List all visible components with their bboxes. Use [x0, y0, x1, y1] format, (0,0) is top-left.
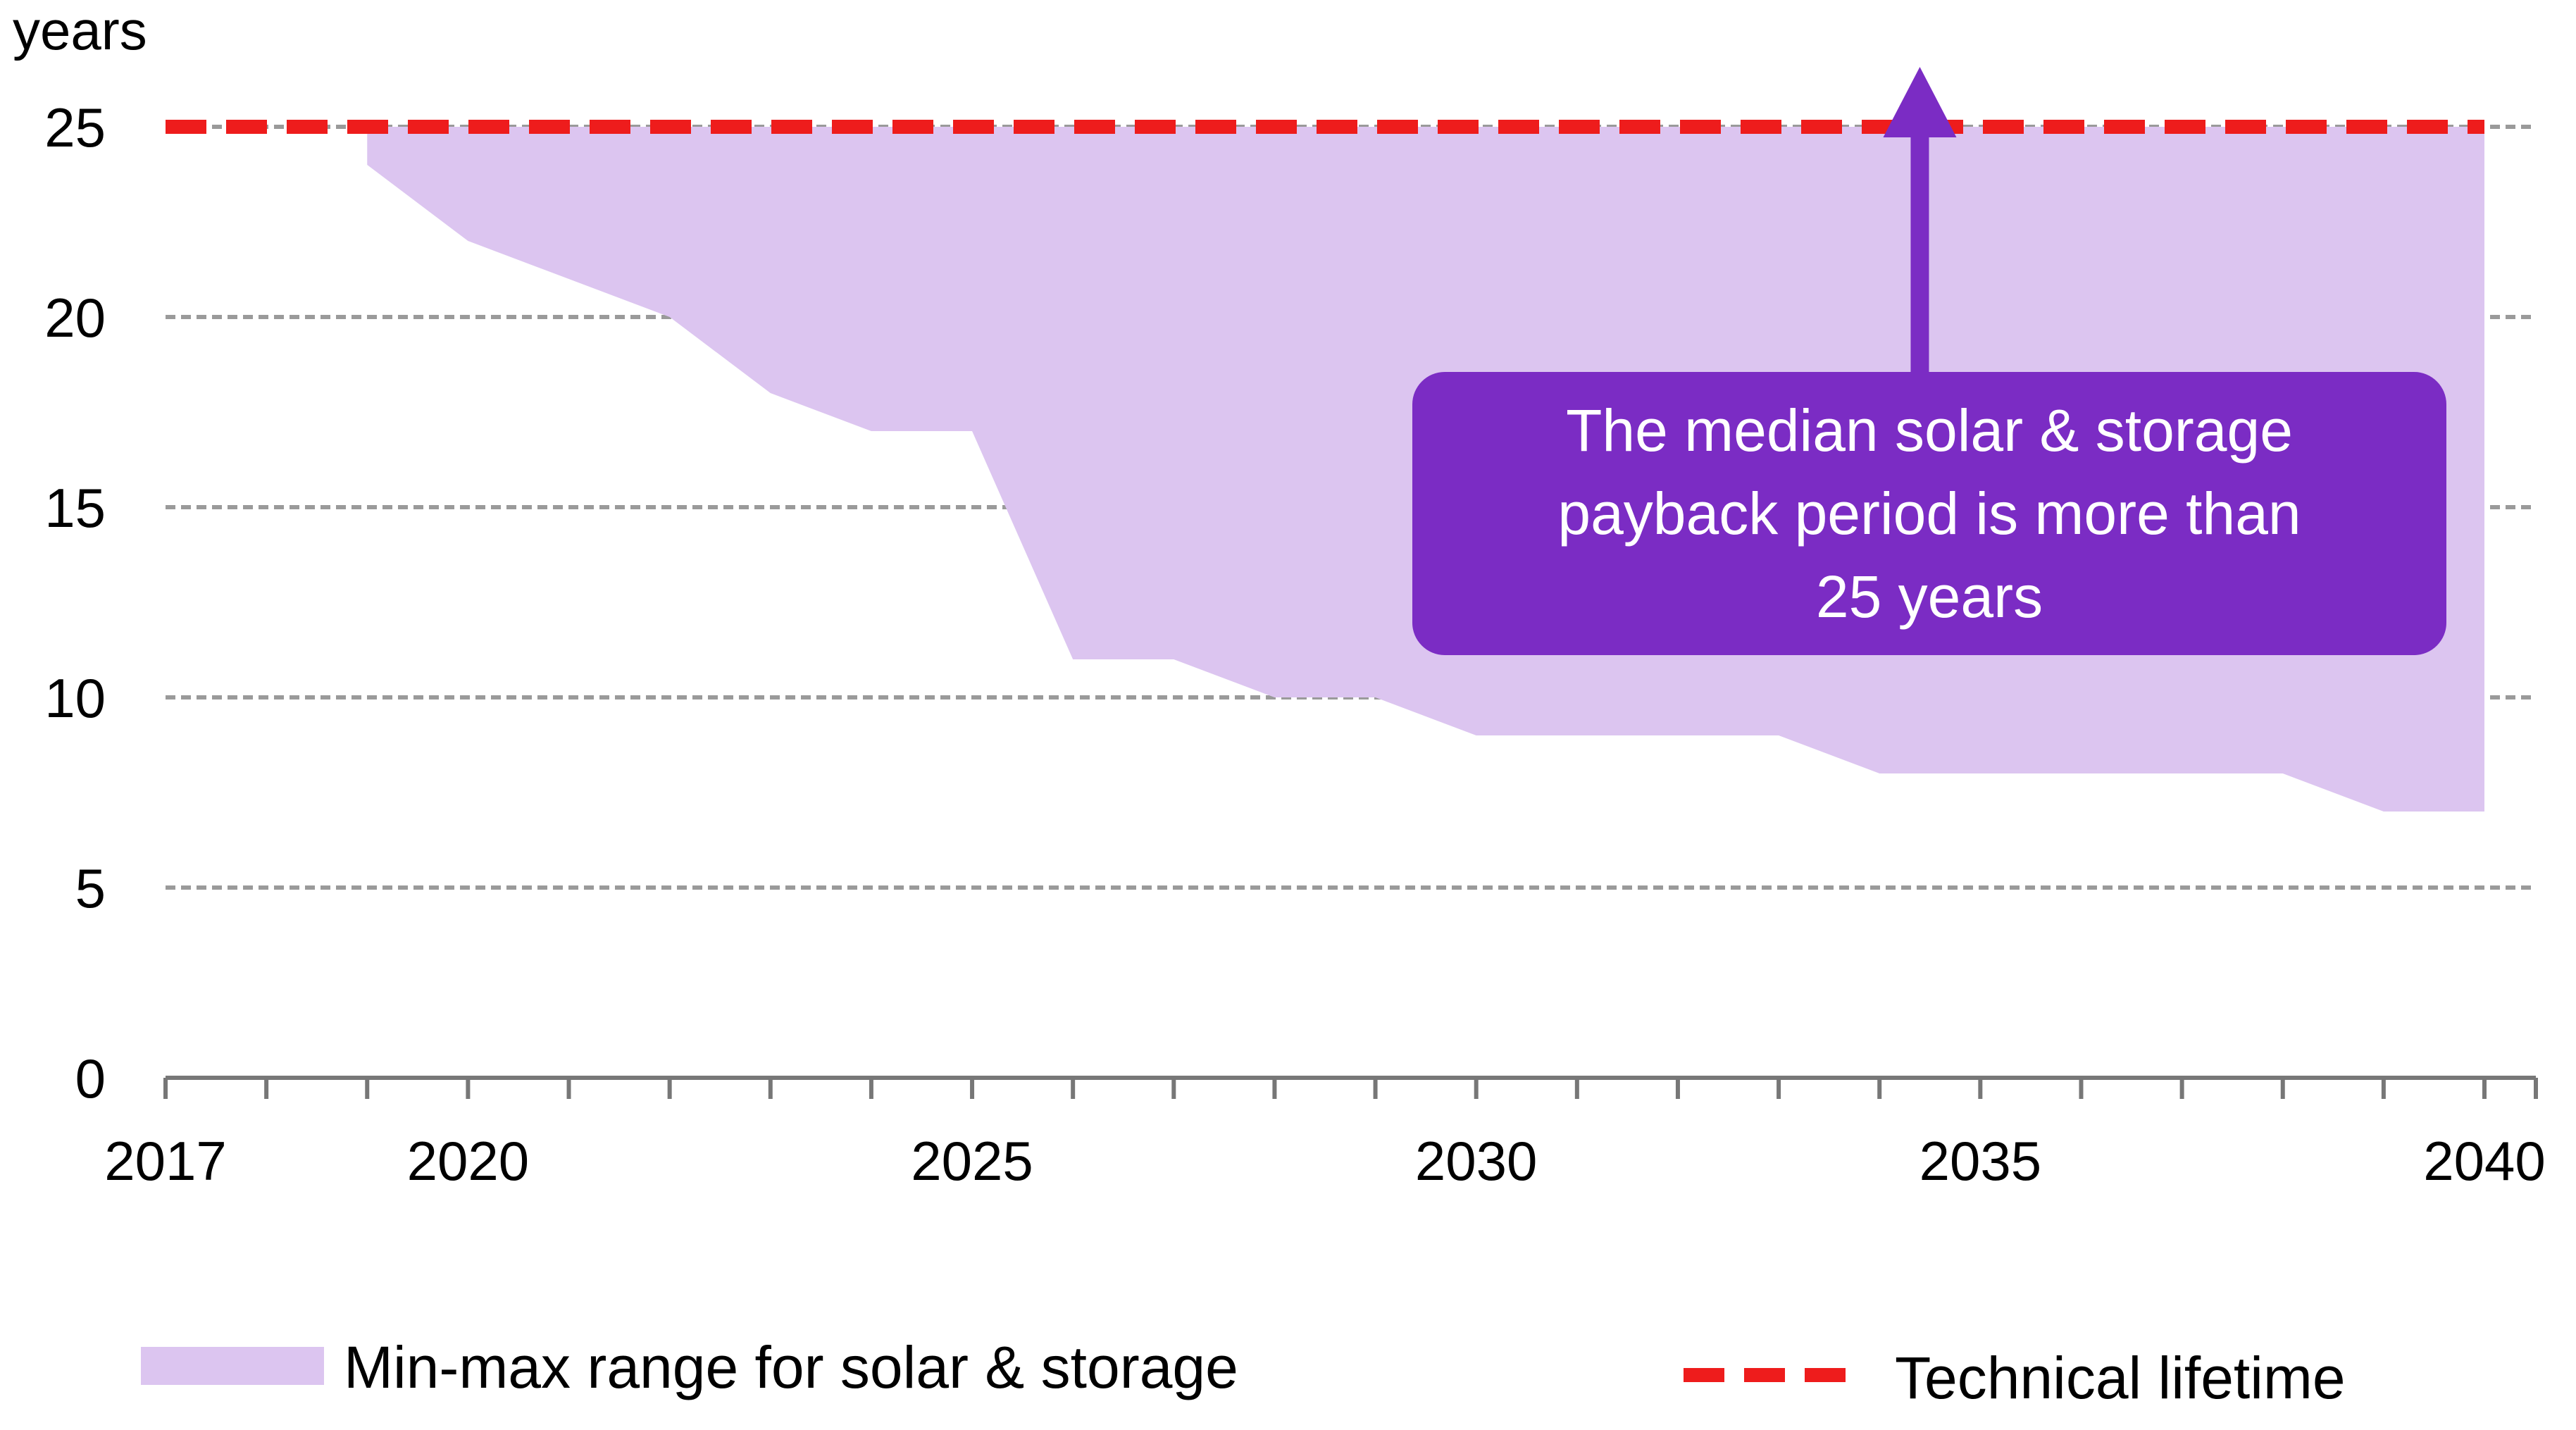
- annotation-callout: The median solar & storage payback period…: [1412, 67, 2446, 655]
- annotation-box: [1412, 372, 2446, 655]
- x-tick-label: 2025: [911, 1130, 1033, 1192]
- legend-label-lifetime: Technical lifetime: [1895, 1345, 2346, 1411]
- annotation-text-line: 25 years: [1816, 564, 2043, 630]
- y-tick-label: 20: [44, 287, 106, 349]
- y-tick-label: 15: [44, 477, 106, 539]
- y-tick-label: 0: [75, 1047, 106, 1109]
- legend-label-range: Min-max range for solar & storage: [344, 1334, 1238, 1400]
- y-axis-label: years: [13, 0, 147, 61]
- y-tick-label: 25: [44, 97, 106, 158]
- x-tick-label: 2017: [104, 1130, 227, 1192]
- annotation-text-line: The median solar & storage: [1566, 397, 2293, 464]
- y-tick-label: 10: [44, 667, 106, 729]
- x-tick-label: 2035: [1919, 1130, 2042, 1192]
- y-tick-label: 5: [75, 857, 106, 919]
- x-tick-label: 2040: [2423, 1130, 2546, 1192]
- legend-swatch-range: [141, 1347, 324, 1385]
- x-tick-label: 2030: [1415, 1130, 1538, 1192]
- annotation-arrow-head: [1883, 67, 1957, 137]
- legend: Min-max range for solar & storage Technic…: [141, 1334, 2346, 1411]
- annotation-text-line: payback period is more than: [1557, 480, 2301, 547]
- x-tick-label: 2020: [407, 1130, 530, 1192]
